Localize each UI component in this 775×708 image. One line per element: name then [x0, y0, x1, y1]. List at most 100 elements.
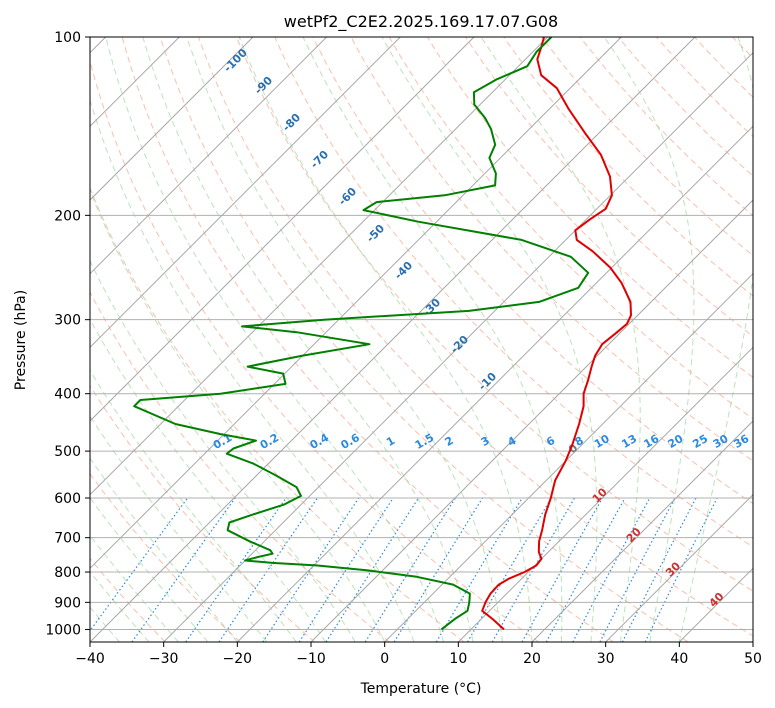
moist-adiabat-label: -60: [336, 185, 359, 208]
x-tick-label: −30: [149, 651, 179, 667]
mixing-ratio-label: 6: [544, 434, 557, 449]
moist-adiabat-label: -70: [308, 148, 331, 171]
isotherm-line: [90, 37, 254, 201]
dry-adiabat-line: [388, 37, 753, 420]
moist-adiabat-line: [90, 457, 238, 642]
isotherm-line: [457, 346, 753, 642]
mixing-ratio-line: [621, 497, 697, 642]
moist-adiabat-line: [90, 534, 179, 642]
moist-adiabat-label: -10: [476, 370, 499, 393]
dry-adiabat-line: [503, 37, 753, 297]
isotherm-line: [163, 51, 753, 642]
mixing-ratio-line: [364, 497, 456, 642]
mixing-ratio-line: [521, 497, 603, 642]
mixing-ratio-line: [325, 497, 420, 642]
mixing-ratio-label: 1: [384, 434, 397, 449]
x-tick-label: 50: [744, 651, 762, 667]
mixing-ratio-label: 25: [690, 432, 710, 451]
moist-adiabat-label: -40: [392, 259, 415, 282]
x-tick-label: −40: [75, 651, 105, 667]
dry-adiabat-line: [312, 37, 753, 505]
moist-adiabat-label: -30: [420, 296, 443, 319]
chart-title: wetPf2_C2E2.2025.169.17.07.G08: [284, 12, 558, 32]
isotherm-line: [90, 37, 696, 642]
isotherm-line: [90, 37, 622, 570]
y-tick-label: 200: [54, 208, 81, 224]
dry-adiabat-line: [617, 37, 753, 177]
mixing-ratio-label: 0.6: [338, 431, 362, 452]
isotherm-line: [90, 37, 328, 275]
y-tick-label: 1000: [45, 622, 81, 638]
mixing-ratio-label: 30: [711, 432, 731, 451]
dry-adiabat-line: [656, 37, 753, 138]
mixing-ratio-line: [393, 497, 484, 642]
isotherm-label: 30: [663, 559, 683, 579]
isotherm-label: 20: [624, 525, 644, 545]
moist-adiabat-line: [90, 189, 386, 642]
isotherm-line: [531, 420, 753, 642]
dewpoint-profile-line: [133, 37, 590, 631]
mixing-ratio-line: [572, 497, 651, 642]
dry-adiabat-line: [90, 59, 540, 642]
isotherm-label: 40: [707, 590, 727, 610]
moist-adiabat-line: [142, 37, 474, 642]
mixing-ratio-label: 0.2: [258, 431, 281, 452]
moist-adiabat-line: [90, 259, 356, 642]
x-tick-label: 0: [380, 651, 389, 667]
moist-adiabat-line: [90, 415, 268, 642]
moist-adiabat-line: [678, 37, 753, 642]
dry-adiabat-line: [694, 37, 753, 98]
isotherm-line: [310, 199, 753, 642]
mixing-ratio-label: 1.5: [413, 431, 436, 452]
dry-adiabat-line: [426, 37, 753, 378]
x-tick-label: 20: [523, 651, 541, 667]
moist-adiabat-label: -20: [448, 333, 471, 356]
y-tick-label: 900: [54, 595, 81, 611]
moist-adiabat-label: -90: [252, 74, 275, 97]
isotherm-label: 10: [590, 485, 610, 505]
isotherm-line: [236, 125, 753, 642]
mixing-ratio-line: [435, 497, 523, 642]
isotherm-line: [90, 37, 475, 422]
dry-adiabat-line: [350, 37, 753, 462]
mixing-ratio-line: [90, 497, 189, 632]
y-tick-label: 800: [54, 565, 81, 581]
moist-adiabat-line: [90, 497, 209, 642]
mixing-ratio-line: [491, 497, 576, 642]
dry-adiabat-line: [159, 37, 689, 642]
moist-adiabat-label: -50: [364, 222, 387, 245]
moist-adiabat-line: [238, 37, 533, 642]
y-tick-label: 600: [54, 491, 81, 507]
isotherm-line: [605, 493, 753, 642]
moist-adiabat-line: [105, 37, 445, 642]
dry-adiabat-line: [121, 37, 614, 642]
mixing-ratio-line: [298, 497, 394, 642]
mixing-ratio-label: 16: [641, 432, 661, 451]
mixing-ratio-label: 10: [592, 432, 612, 451]
moist-adiabat-line: [186, 37, 503, 642]
mixing-ratio-line: [545, 497, 626, 642]
dry-adiabat-line: [236, 37, 753, 592]
mixing-ratio-label: 13: [619, 432, 639, 451]
mixing-ratio-line: [599, 497, 676, 642]
isopleth-labels: 0.1 0.2 0.4 0.6 1 1.5 2 3 4 6 8 10 13 16 20 25 30 36-100-…: [211, 46, 752, 610]
y-tick-label: 300: [54, 313, 81, 329]
dry-adiabat-line: [90, 472, 241, 642]
isotherm-line: [384, 272, 753, 642]
dry-adiabat-line: [465, 37, 753, 337]
temperature-profile-line: [481, 37, 632, 631]
plot-frame: [89, 36, 754, 643]
y-tick-label: 400: [54, 387, 81, 403]
isotherm-line: [90, 37, 401, 349]
sounding-profiles: [133, 37, 632, 631]
x-tick-label: −10: [296, 651, 326, 667]
moist-adiabat-line: [381, 37, 598, 642]
moist-adiabat-label: -80: [280, 111, 303, 134]
dry-adiabat-line: [732, 37, 753, 59]
mixing-ratio-line: [262, 497, 360, 642]
dry-adiabat-line: [90, 384, 316, 642]
mixing-ratio-label: 20: [666, 432, 686, 451]
moist-adiabat-line: [90, 98, 415, 642]
y-tick-label: 500: [54, 444, 81, 460]
